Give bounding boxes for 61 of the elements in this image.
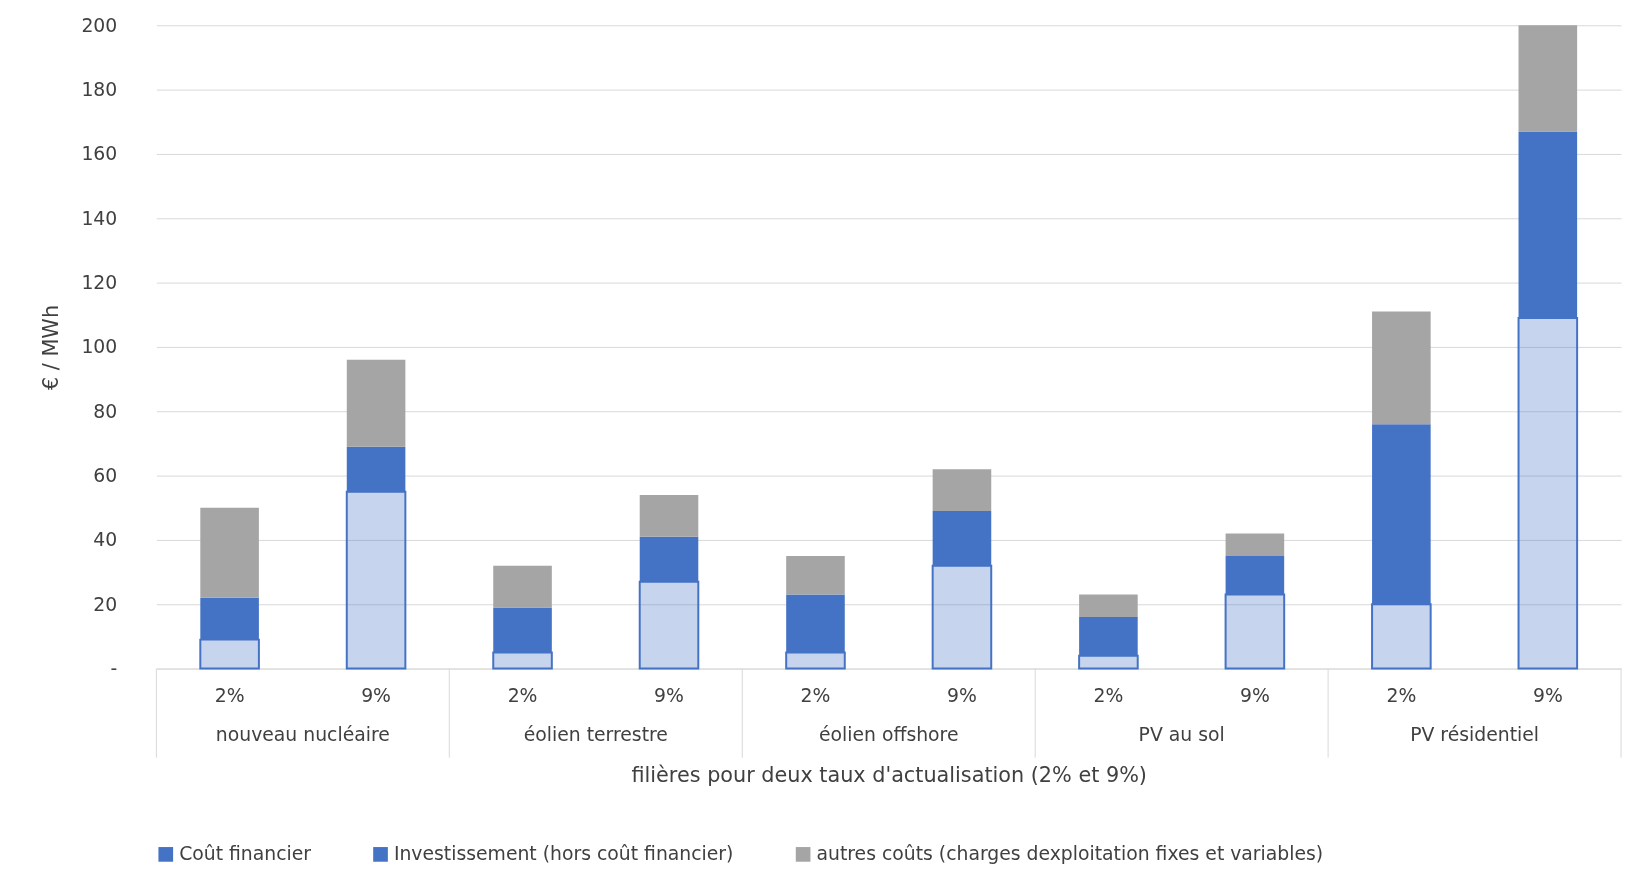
y-axis-title: € / MWh xyxy=(38,304,63,390)
x-axis-title: filières pour deux taux d'actualisation (2% et 9%) xyxy=(631,762,1147,787)
bar xyxy=(786,556,845,595)
bar xyxy=(493,565,552,608)
y-tick-label: 180 xyxy=(81,79,118,101)
bar xyxy=(492,651,553,670)
legend-label: Coût financier xyxy=(179,843,312,865)
bar xyxy=(199,638,260,670)
bar xyxy=(638,580,700,670)
bar xyxy=(493,607,552,653)
legend-label: Investissement (hors coût financier) xyxy=(393,843,734,865)
bar xyxy=(1225,533,1285,557)
bar xyxy=(1078,654,1139,670)
x-tick-label: 2% xyxy=(214,684,245,706)
y-tick-label: 60 xyxy=(93,465,118,487)
legend-label: autres coûts (charges dexploitation fixes et variables) xyxy=(816,843,1324,865)
text: éolien terrestre xyxy=(523,723,668,745)
x-tick-label: 9% xyxy=(947,684,977,706)
bar xyxy=(1517,317,1579,670)
y-tick-label: 20 xyxy=(93,593,118,615)
bar xyxy=(1372,311,1431,425)
bar xyxy=(346,359,406,447)
y-tick-label: - xyxy=(110,658,118,680)
bar xyxy=(931,564,993,670)
bar xyxy=(200,507,259,598)
y-tick-label: 200 xyxy=(81,14,118,36)
x-tick-label: 2% xyxy=(800,684,831,706)
x-tick-label: 9% xyxy=(1239,684,1270,706)
bar xyxy=(786,594,845,653)
bar xyxy=(1372,424,1431,605)
x-tick-label: 2% xyxy=(1386,684,1417,706)
y-tick-label: 80 xyxy=(93,400,118,422)
text: nouveau nucléaire xyxy=(215,723,390,745)
y-tick-label: 120 xyxy=(81,272,118,294)
y-tick-label: 100 xyxy=(81,336,118,358)
bar xyxy=(200,597,259,640)
text: PV au sol xyxy=(1138,723,1225,745)
bar xyxy=(1371,603,1432,670)
x-tick-label: 9% xyxy=(361,684,391,706)
bar xyxy=(346,446,406,492)
bar xyxy=(639,494,699,537)
bar xyxy=(1079,594,1138,618)
bar xyxy=(1518,25,1578,132)
bar xyxy=(1518,131,1578,318)
text: éolien offshore xyxy=(818,723,959,745)
y-tick-label: 140 xyxy=(81,207,118,229)
bar xyxy=(932,469,992,511)
bar xyxy=(1224,593,1286,670)
bar xyxy=(345,490,407,670)
y-tick-label: 40 xyxy=(93,529,118,551)
bar xyxy=(639,536,699,582)
bar xyxy=(785,651,846,670)
bar xyxy=(1079,617,1138,656)
bar xyxy=(932,510,992,566)
text: PV résidentiel xyxy=(1410,723,1540,745)
x-tick-label: 2% xyxy=(1093,684,1124,706)
x-tick-label: 9% xyxy=(654,684,684,706)
x-tick-label: 9% xyxy=(1532,684,1563,706)
bar xyxy=(1225,556,1285,595)
x-tick-label: 2% xyxy=(507,684,538,706)
y-tick-label: 160 xyxy=(81,143,118,165)
